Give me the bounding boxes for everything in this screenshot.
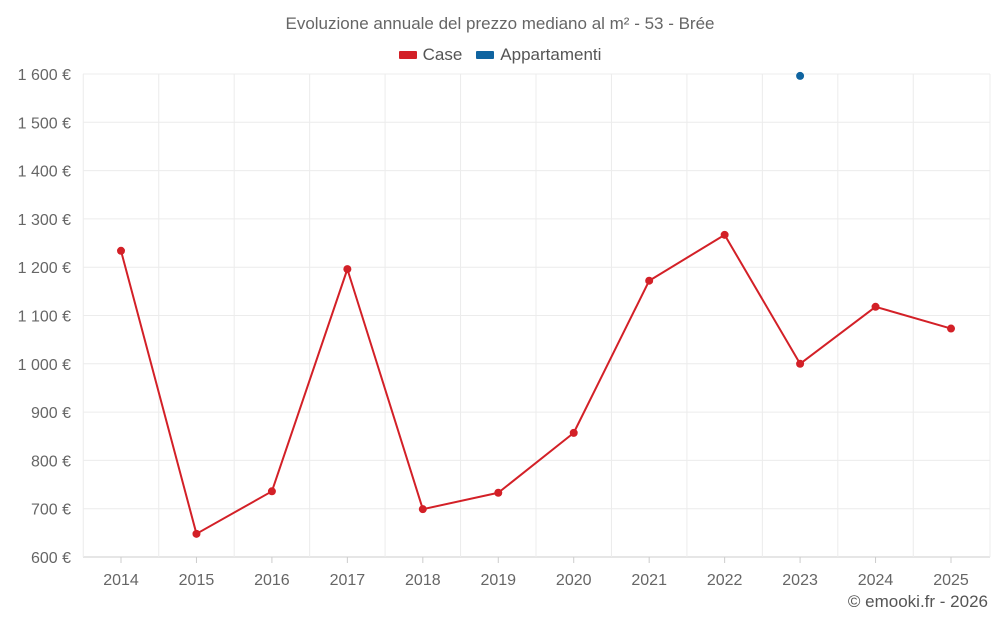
x-tick-label: 2017 <box>330 572 366 589</box>
x-tick-label: 2021 <box>631 572 667 589</box>
legend-swatch-case <box>398 51 417 59</box>
x-tick-label: 2016 <box>254 572 290 589</box>
legend: Case Appartamenti <box>0 45 1000 65</box>
legend-item-case[interactable]: Case <box>398 45 463 65</box>
data-point-case <box>192 529 201 538</box>
x-tick-label: 2018 <box>405 572 441 589</box>
data-point-case <box>796 359 805 368</box>
data-point-case <box>343 265 352 274</box>
data-point-case <box>267 487 276 496</box>
y-tick-label: 800 € <box>31 453 71 470</box>
legend-swatch-appartamenti <box>476 51 495 59</box>
y-tick-label: 1 400 € <box>18 164 71 181</box>
data-point-case <box>494 488 503 497</box>
data-point-case <box>418 505 427 514</box>
y-tick-label: 600 € <box>31 550 71 567</box>
data-point-case <box>645 276 654 285</box>
credit-text: © emooki.fr - 2026 <box>847 592 988 611</box>
data-point-case <box>720 230 729 239</box>
data-point-case <box>117 246 125 255</box>
series-line-case <box>120 233 952 535</box>
x-tick-label: 2024 <box>858 572 894 589</box>
x-tick-label: 2022 <box>707 572 743 589</box>
legend-item-appartamenti[interactable]: Appartamenti <box>476 45 601 65</box>
y-tick-label: 1 600 € <box>18 67 71 84</box>
y-tick-label: 1 100 € <box>18 309 71 326</box>
data-point-case <box>569 428 578 437</box>
x-tick-label: 2025 <box>933 572 969 589</box>
x-tick-label: 2015 <box>179 572 215 589</box>
y-tick-label: 900 € <box>31 405 71 422</box>
y-tick-label: 1 500 € <box>18 115 71 132</box>
x-tick-label: 2014 <box>103 572 139 589</box>
data-point-case <box>871 302 880 311</box>
chart-title: Evoluzione annuale del prezzo mediano al… <box>285 14 715 33</box>
legend-label-case: Case <box>422 45 463 64</box>
y-tick-label: 1 200 € <box>18 260 71 277</box>
y-tick-label: 700 € <box>31 502 71 519</box>
x-tick-label: 2023 <box>782 572 818 589</box>
data-point-appartamenti <box>796 71 805 80</box>
y-tick-label: 1 300 € <box>18 212 71 229</box>
legend-label-appartamenti: Appartamenti <box>500 45 602 64</box>
data-point-case <box>947 324 955 333</box>
x-tick-label: 2020 <box>556 572 592 589</box>
y-tick-label: 1 000 € <box>18 357 71 374</box>
x-tick-label: 2019 <box>480 572 516 589</box>
